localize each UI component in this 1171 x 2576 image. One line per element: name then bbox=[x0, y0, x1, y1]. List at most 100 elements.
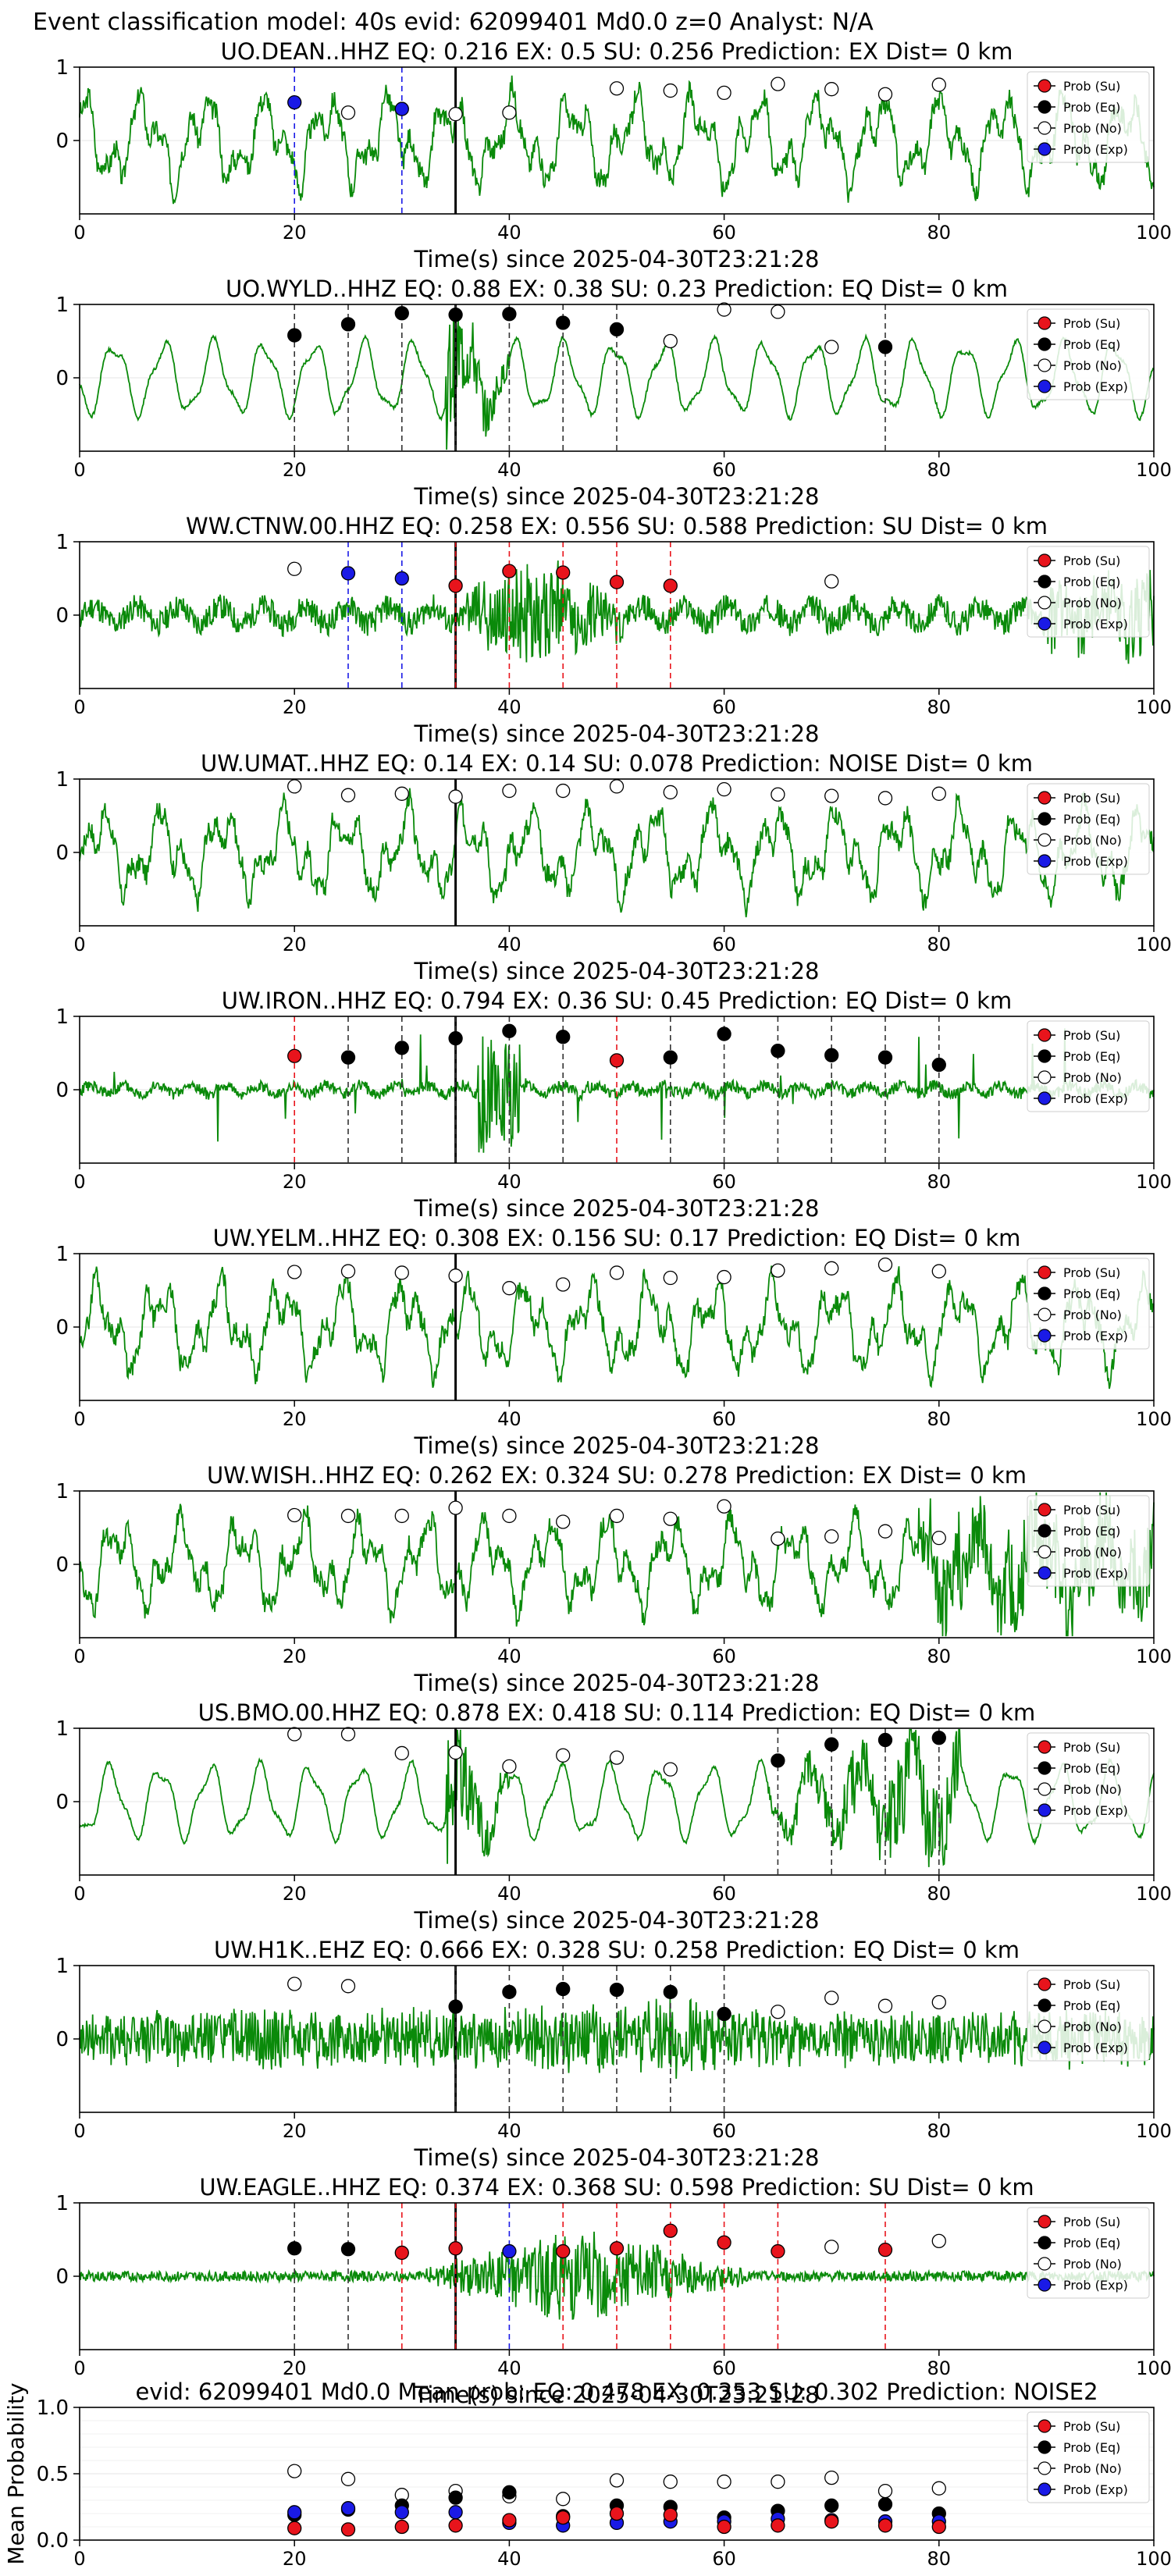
x-tick-label: 0 bbox=[73, 1171, 85, 1193]
panel-title: US.BMO.00.HHZ EQ: 0.878 EX: 0.418 SU: 0.… bbox=[198, 1699, 1036, 1726]
prob-point bbox=[340, 1727, 356, 1742]
prob-point bbox=[448, 2241, 463, 2256]
prob-point bbox=[287, 94, 302, 110]
legend-label: Prob (Eq) bbox=[1063, 1286, 1120, 1301]
x-tick-label: 20 bbox=[283, 934, 307, 955]
waveform-trace bbox=[79, 1265, 1155, 1389]
legend-label: Prob (Su) bbox=[1063, 1977, 1120, 1992]
mean-prob-point bbox=[448, 2518, 463, 2533]
legend-marker bbox=[1038, 1782, 1052, 1796]
prob-point bbox=[877, 1257, 893, 1272]
x-tick-label: 0 bbox=[73, 1883, 85, 1905]
waveform-trace bbox=[79, 1728, 1155, 1867]
mean-prob-point bbox=[609, 2506, 625, 2521]
prob-point bbox=[609, 1982, 625, 1998]
legend-marker bbox=[1038, 791, 1052, 805]
legend-marker bbox=[1038, 1740, 1052, 1754]
prob-point bbox=[877, 87, 893, 101]
prob-point bbox=[340, 317, 356, 332]
panel-4: UW.IRON..HHZ EQ: 0.794 EX: 0.36 SU: 0.45… bbox=[55, 987, 1171, 1222]
mean-prob-point bbox=[931, 2481, 946, 2496]
prob-point bbox=[502, 783, 517, 799]
prob-point bbox=[931, 1994, 946, 2010]
mean-prob-point bbox=[340, 2471, 356, 2486]
legend-box bbox=[1027, 1969, 1150, 2062]
prob-point bbox=[340, 1979, 356, 1994]
x-axis-label: Time(s) since 2025-04-30T23:21:28 bbox=[414, 1432, 820, 1459]
prob-point bbox=[287, 561, 302, 576]
prob-point bbox=[824, 1991, 839, 2005]
y-tick-label: 1 bbox=[55, 1955, 69, 1978]
prob-point bbox=[556, 1748, 571, 1763]
x-tick-label: 20 bbox=[283, 1646, 307, 1667]
prob-point bbox=[394, 1041, 409, 1055]
prob-point bbox=[663, 785, 678, 800]
panel-7: US.BMO.00.HHZ EQ: 0.878 EX: 0.418 SU: 0.… bbox=[55, 1699, 1171, 1934]
mean-prob-point bbox=[502, 2485, 517, 2500]
x-tick-label: 20 bbox=[283, 1171, 307, 1193]
legend-label: Prob (Su) bbox=[1063, 1503, 1120, 1517]
legend-marker bbox=[1038, 1070, 1052, 1084]
legend-label: Prob (No) bbox=[1063, 1308, 1122, 1322]
mean-prob-point bbox=[340, 2501, 356, 2516]
prob-point bbox=[663, 83, 678, 98]
x-axis-label: Time(s) since 2025-04-30T23:21:28 bbox=[414, 2382, 820, 2408]
prob-point bbox=[502, 1759, 517, 1774]
legend-label: Prob (Exp) bbox=[1063, 1566, 1128, 1581]
legend-marker bbox=[1038, 1286, 1052, 1300]
x-tick-label: 40 bbox=[497, 1408, 521, 1430]
x-tick-label: 80 bbox=[927, 1883, 952, 1905]
prob-point bbox=[340, 1050, 356, 1065]
x-tick-label: 0 bbox=[73, 696, 85, 718]
legend-marker bbox=[1038, 2019, 1052, 2033]
legend-label: Prob (Eq) bbox=[1063, 575, 1120, 589]
mean-prob-point bbox=[394, 2505, 409, 2520]
figure-title: Event classification model: 40s evid: 62… bbox=[33, 9, 874, 36]
x-axis-label: Time(s) since 2025-04-30T23:21:28 bbox=[414, 1670, 820, 1696]
x-tick-label: 100 bbox=[1136, 1171, 1171, 1193]
prob-point bbox=[448, 1500, 463, 1515]
x-tick-label: 100 bbox=[1136, 459, 1171, 481]
prob-point bbox=[717, 1269, 731, 1285]
legend-label: Prob (Exp) bbox=[1063, 617, 1128, 632]
legend-marker bbox=[1038, 2278, 1052, 2292]
prob-point bbox=[609, 1265, 625, 1280]
prob-point bbox=[771, 1531, 785, 1546]
prob-point bbox=[771, 1044, 785, 1059]
legend-marker bbox=[1038, 379, 1052, 393]
y-tick-label: 1 bbox=[55, 1243, 69, 1266]
legend-marker bbox=[1038, 1545, 1052, 1559]
prob-point bbox=[448, 789, 463, 804]
prob-point bbox=[556, 565, 571, 580]
legend-label: Prob (Eq) bbox=[1063, 2440, 1120, 2455]
legend-label: Prob (Su) bbox=[1063, 1028, 1120, 1043]
legend-label: Prob (Su) bbox=[1063, 79, 1120, 94]
legend-label: Prob (Exp) bbox=[1063, 1091, 1128, 1106]
legend-marker bbox=[1038, 854, 1052, 868]
prob-point bbox=[556, 1277, 571, 1292]
mean-prob-point bbox=[394, 2519, 409, 2535]
y-tick-label: 0 bbox=[55, 1079, 69, 1102]
panel-6: UW.WISH..HHZ EQ: 0.262 EX: 0.324 SU: 0.2… bbox=[55, 1462, 1171, 1696]
prob-point bbox=[609, 779, 625, 794]
legend-marker bbox=[1038, 2482, 1052, 2496]
legend-label: Prob (Exp) bbox=[1063, 854, 1128, 869]
legend-marker bbox=[1038, 1049, 1052, 1063]
prob-point bbox=[824, 1529, 839, 1544]
legend-box bbox=[1027, 1495, 1150, 1587]
x-tick-label: 0 bbox=[73, 934, 85, 955]
prob-point bbox=[502, 307, 517, 322]
prob-point bbox=[824, 1261, 839, 1276]
x-tick-label: 80 bbox=[927, 1646, 952, 1667]
prob-point bbox=[287, 328, 302, 343]
prob-point bbox=[824, 2240, 839, 2254]
y-tick-label: 0 bbox=[55, 130, 69, 153]
mean-prob-point bbox=[287, 2464, 302, 2478]
prob-point bbox=[663, 1270, 678, 1286]
prob-point bbox=[502, 1508, 517, 1524]
legend-marker bbox=[1038, 1503, 1052, 1517]
x-tick-label: 100 bbox=[1136, 2120, 1171, 2142]
legend-marker bbox=[1038, 2440, 1052, 2454]
legend-label: Prob (No) bbox=[1063, 2257, 1122, 2272]
prob-point bbox=[340, 1508, 356, 1524]
